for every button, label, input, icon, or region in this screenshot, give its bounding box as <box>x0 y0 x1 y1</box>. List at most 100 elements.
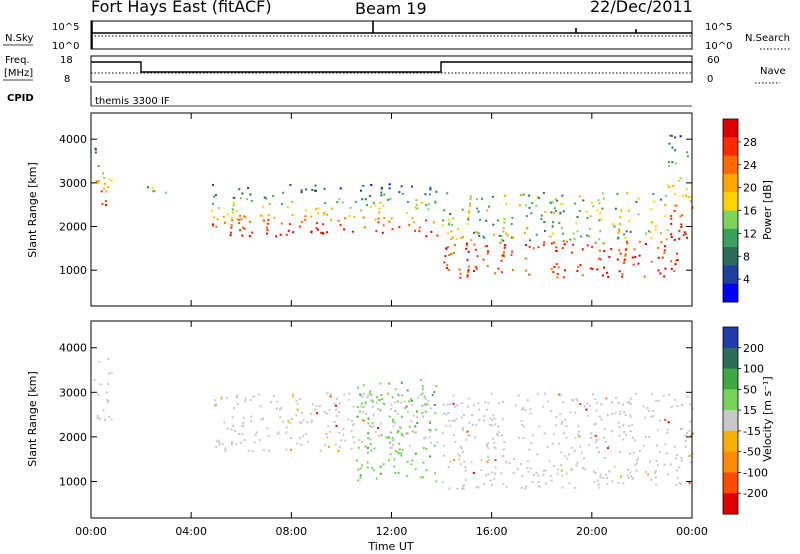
velocity-data-point <box>338 402 341 405</box>
velocity-data-point <box>631 477 634 480</box>
velocity-data-point <box>667 421 670 424</box>
power-data-point <box>618 223 621 225</box>
power-data-point <box>594 241 597 244</box>
velocity-data-point <box>654 476 657 479</box>
velocity-data-point <box>328 445 330 448</box>
velocity-data-point <box>379 382 382 385</box>
velocity-data-point <box>625 433 627 436</box>
power-data-point <box>436 234 439 237</box>
velocity-data-point <box>311 403 314 406</box>
power-data-point <box>467 270 470 273</box>
velocity-data-point <box>664 418 667 421</box>
power-data-point <box>660 241 663 244</box>
power-data-point <box>467 216 470 219</box>
velocity-data-point <box>108 415 111 418</box>
velocity-data-point <box>594 434 597 437</box>
velocity-data-point <box>576 399 579 402</box>
velocity-data-point <box>102 409 105 412</box>
power-data-point <box>660 198 663 201</box>
power-data-point <box>576 269 579 272</box>
velocity-data-point <box>689 420 692 423</box>
velocity-data-point <box>460 447 463 450</box>
velocity-data-point <box>427 399 430 402</box>
velocity-data-point <box>287 420 290 423</box>
power-data-point <box>241 234 244 237</box>
power-data-point <box>305 188 308 191</box>
power-data-point <box>448 222 451 225</box>
velocity-data-point <box>676 477 679 480</box>
velocity-data-point <box>247 449 250 452</box>
velocity-data-point <box>277 431 280 434</box>
power-data-point <box>598 249 601 252</box>
velocity-data-point <box>369 443 372 445</box>
power-data-point <box>562 240 565 243</box>
power-data-point <box>505 203 508 206</box>
x-tick-label: 12:00 <box>376 525 408 538</box>
velocity-data-point <box>393 401 396 404</box>
velocity-data-point <box>494 472 497 475</box>
power-data-point <box>311 189 314 191</box>
velocity-data-point <box>443 444 446 447</box>
velocity-data-point <box>490 424 493 427</box>
velocity-data-point <box>618 451 621 454</box>
velocity-data-point <box>242 422 245 425</box>
velocity-data-point <box>680 459 683 462</box>
velocity-data-point <box>650 415 653 418</box>
power-data-point <box>598 219 601 222</box>
velocity-data-point <box>369 438 372 441</box>
velocity-data-point <box>596 446 598 449</box>
velocity-data-point <box>596 479 599 482</box>
velocity-colorbar-swatch <box>723 430 738 453</box>
power-data-point <box>503 246 506 249</box>
velocity-data-point <box>666 431 669 434</box>
velocity-data-point <box>361 440 364 443</box>
velocity-data-point <box>655 444 658 447</box>
power-data-point <box>323 187 326 190</box>
velocity-data-point <box>397 394 400 397</box>
velocity-ylabel: Slant Range [km] <box>26 371 39 467</box>
velocity-data-point <box>403 400 406 403</box>
velocity-data-point <box>568 482 571 485</box>
power-data-point <box>482 258 485 261</box>
velocity-data-point <box>628 400 631 403</box>
power-data-point <box>104 182 107 185</box>
velocity-data-point <box>538 425 541 428</box>
power-data-point <box>670 217 673 220</box>
velocity-data-point <box>681 404 684 406</box>
velocity-data-point <box>596 439 598 442</box>
velocity-data-point <box>387 392 390 395</box>
velocity-data-point <box>373 425 376 428</box>
power-data-point <box>483 236 486 239</box>
velocity-data-point <box>96 417 99 419</box>
power-data-point <box>473 243 476 246</box>
velocity-data-point <box>367 437 370 440</box>
velocity-data-point <box>462 450 464 453</box>
power-data-point <box>586 244 589 247</box>
velocity-data-point <box>606 477 609 479</box>
nsky-tick-bottom: 10^0 <box>52 41 79 52</box>
velocity-data-point <box>391 396 394 399</box>
power-data-point <box>455 238 458 241</box>
velocity-data-point <box>574 411 576 414</box>
power-data-point <box>456 228 459 230</box>
velocity-data-point <box>442 403 445 406</box>
power-colorbar-tick: 16 <box>743 205 757 218</box>
power-data-point <box>380 194 383 197</box>
power-data-point <box>677 180 680 182</box>
velocity-data-point <box>675 484 678 487</box>
velocity-data-point <box>259 405 262 408</box>
power-data-point <box>581 248 584 251</box>
velocity-data-point <box>428 436 431 439</box>
velocity-data-point <box>359 474 362 477</box>
velocity-data-point <box>648 435 651 438</box>
power-data-point <box>363 226 366 229</box>
velocity-data-point <box>364 445 367 448</box>
velocity-data-point <box>406 460 409 463</box>
nsearch-label: N.Search <box>745 33 790 44</box>
velocity-data-point <box>337 411 340 413</box>
velocity-data-point <box>678 481 681 484</box>
velocity-data-point <box>629 414 632 417</box>
velocity-data-point <box>276 407 278 410</box>
velocity-data-point <box>503 441 506 443</box>
velocity-data-point <box>502 400 505 403</box>
